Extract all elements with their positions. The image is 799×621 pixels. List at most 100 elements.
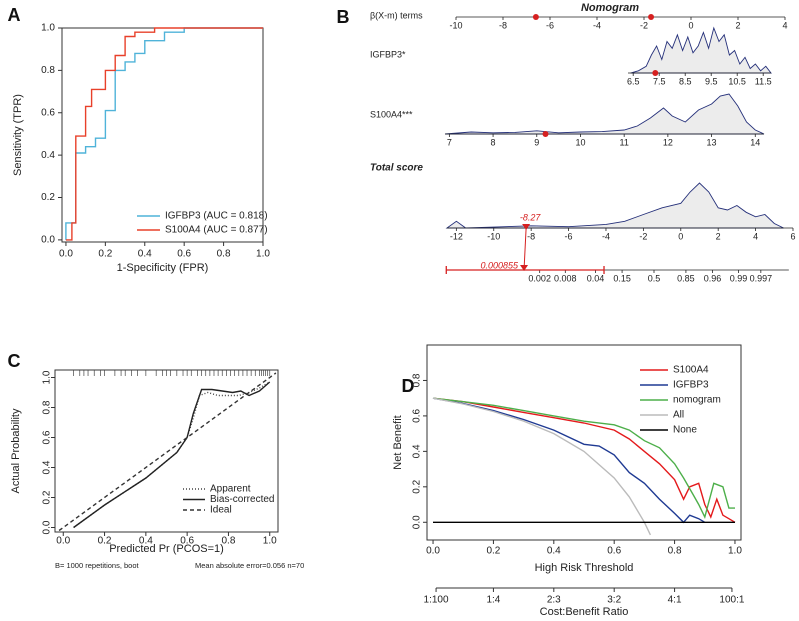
y-tick-label: 0.2 bbox=[41, 192, 55, 203]
variable-tick-label: 11 bbox=[619, 137, 628, 147]
x-tick-label: 0.2 bbox=[98, 249, 112, 260]
x-tick-label: 0.6 bbox=[607, 546, 621, 557]
points-tick-label: 0 bbox=[688, 20, 693, 30]
x-tick-label: 0.8 bbox=[217, 249, 231, 260]
variable-tick-label: 6.5 bbox=[627, 76, 640, 86]
x2-tick-label: 4:1 bbox=[668, 595, 682, 606]
y-tick-label: 1.0 bbox=[41, 23, 55, 34]
total-value-label: -8.27 bbox=[520, 212, 542, 222]
variable-tick-label: 9.5 bbox=[705, 76, 718, 86]
total-tick-label: 2 bbox=[716, 231, 721, 241]
x-tick-label: 1.0 bbox=[263, 536, 277, 547]
series-line bbox=[65, 27, 263, 240]
legend-label: Apparent bbox=[210, 484, 251, 495]
probability-tick-label: 0.008 bbox=[554, 273, 577, 283]
y-axis-title: Actual Probability bbox=[10, 408, 22, 493]
variable-tick-label: 10 bbox=[575, 137, 585, 147]
legend-label: None bbox=[673, 425, 697, 436]
plot-frame bbox=[54, 369, 279, 533]
variable-tick-label: 13 bbox=[707, 137, 717, 147]
y-tick-label: 0.4 bbox=[41, 150, 55, 161]
y-tick-label: 0.2 bbox=[42, 490, 53, 504]
x2-tick-label: 1:4 bbox=[486, 595, 500, 606]
legend-label: Ideal bbox=[210, 505, 232, 516]
x-tick-label: 1.0 bbox=[728, 546, 742, 557]
variable-tick-label: 8.5 bbox=[679, 76, 692, 86]
series-line bbox=[65, 27, 263, 241]
y-tick-label: 0.4 bbox=[42, 460, 53, 474]
points-tick-label: -8 bbox=[499, 20, 507, 30]
y-axis-title: Sensitivity (TPR) bbox=[12, 94, 24, 176]
total-marker bbox=[522, 224, 531, 230]
y-tick-label: 0.6 bbox=[412, 409, 423, 423]
x-tick-label: 1.0 bbox=[256, 249, 270, 260]
series-line bbox=[432, 397, 652, 536]
x2-axis-title: Cost:Benefit Ratio bbox=[540, 606, 629, 618]
y-tick-label: 1.0 bbox=[42, 370, 53, 384]
points-tick-label: -2 bbox=[640, 20, 648, 30]
total-name: Total score bbox=[370, 163, 423, 174]
x-tick-label: 0.6 bbox=[180, 536, 194, 547]
score-link bbox=[523, 227, 527, 271]
series-line bbox=[432, 397, 735, 519]
axis-name: β(X-m) terms bbox=[370, 10, 423, 20]
x-tick-label: 0.8 bbox=[221, 536, 235, 547]
variable-tick-label: 8 bbox=[491, 137, 496, 147]
total-tick-label: -6 bbox=[565, 231, 573, 241]
legend-label: nomogram bbox=[673, 395, 721, 406]
panel-label: A bbox=[8, 5, 21, 25]
y-tick-label: 0.6 bbox=[42, 430, 53, 444]
y-tick-label: 0.4 bbox=[412, 444, 423, 458]
y-tick-label: 0.0 bbox=[41, 235, 55, 246]
x-tick-label: 0.6 bbox=[177, 249, 191, 260]
probability-marker bbox=[520, 265, 529, 271]
density bbox=[630, 26, 772, 74]
total-tick-label: -2 bbox=[639, 231, 647, 241]
probability-tick-label: 0.04 bbox=[587, 273, 605, 283]
series-line bbox=[58, 372, 277, 532]
probability-value-label: 0.000855 bbox=[480, 260, 519, 270]
legend-label: S100A4 (AUC = 0.877) bbox=[165, 225, 268, 236]
x-axis-title: Predicted Pr (PCOS=1) bbox=[109, 543, 224, 555]
panel-label: C bbox=[8, 351, 21, 371]
selected-value bbox=[652, 70, 659, 76]
footnote: B= 1000 repetitions, boot bbox=[55, 561, 140, 570]
y-tick-label: 0.0 bbox=[412, 515, 423, 529]
probability-tick-label: 0.997 bbox=[750, 273, 773, 283]
y-tick-label: 0.6 bbox=[41, 107, 55, 118]
x-tick-label: 0.2 bbox=[98, 536, 112, 547]
variable-tick-label: 14 bbox=[750, 137, 760, 147]
variable-tick-label: 9 bbox=[534, 137, 539, 147]
selected-value bbox=[532, 14, 539, 20]
probability-tick-label: 0.15 bbox=[613, 273, 631, 283]
x2-tick-label: 2:3 bbox=[547, 595, 561, 606]
x-tick-label: 0.2 bbox=[486, 546, 500, 557]
selected-value bbox=[542, 131, 549, 137]
probability-tick-label: 0.96 bbox=[704, 273, 722, 283]
variable-name: S100A4*** bbox=[370, 109, 413, 119]
probability-tick-label: 0.99 bbox=[730, 273, 748, 283]
series-line bbox=[73, 381, 271, 529]
variable-tick-label: 12 bbox=[663, 137, 673, 147]
legend-label: All bbox=[673, 410, 684, 421]
x-tick-label: 0.4 bbox=[139, 536, 153, 547]
y-tick-label: 0.8 bbox=[42, 400, 53, 414]
total-tick-label: -10 bbox=[487, 231, 500, 241]
variable-tick-label: 7 bbox=[447, 137, 452, 147]
x2-tick-label: 1:100 bbox=[424, 595, 449, 606]
probability-tick-label: 0.002 bbox=[528, 273, 551, 283]
total-tick-label: 0 bbox=[678, 231, 683, 241]
probability-tick-label: 0.5 bbox=[648, 273, 661, 283]
total-tick-label: 4 bbox=[753, 231, 758, 241]
total-tick-label: -4 bbox=[602, 231, 610, 241]
variable-tick-label: 10.5 bbox=[728, 76, 746, 86]
legend-label: IGFBP3 (AUC = 0.818) bbox=[165, 211, 268, 222]
legend-label: IGFBP3 bbox=[673, 380, 709, 391]
legend-label: S100A4 bbox=[673, 365, 709, 376]
x-tick-label: 0.0 bbox=[59, 249, 73, 260]
variable-tick-label: 11.5 bbox=[755, 76, 772, 86]
selected-value bbox=[648, 14, 655, 20]
plot-frame bbox=[426, 344, 742, 541]
x-tick-label: 0.4 bbox=[547, 546, 561, 557]
